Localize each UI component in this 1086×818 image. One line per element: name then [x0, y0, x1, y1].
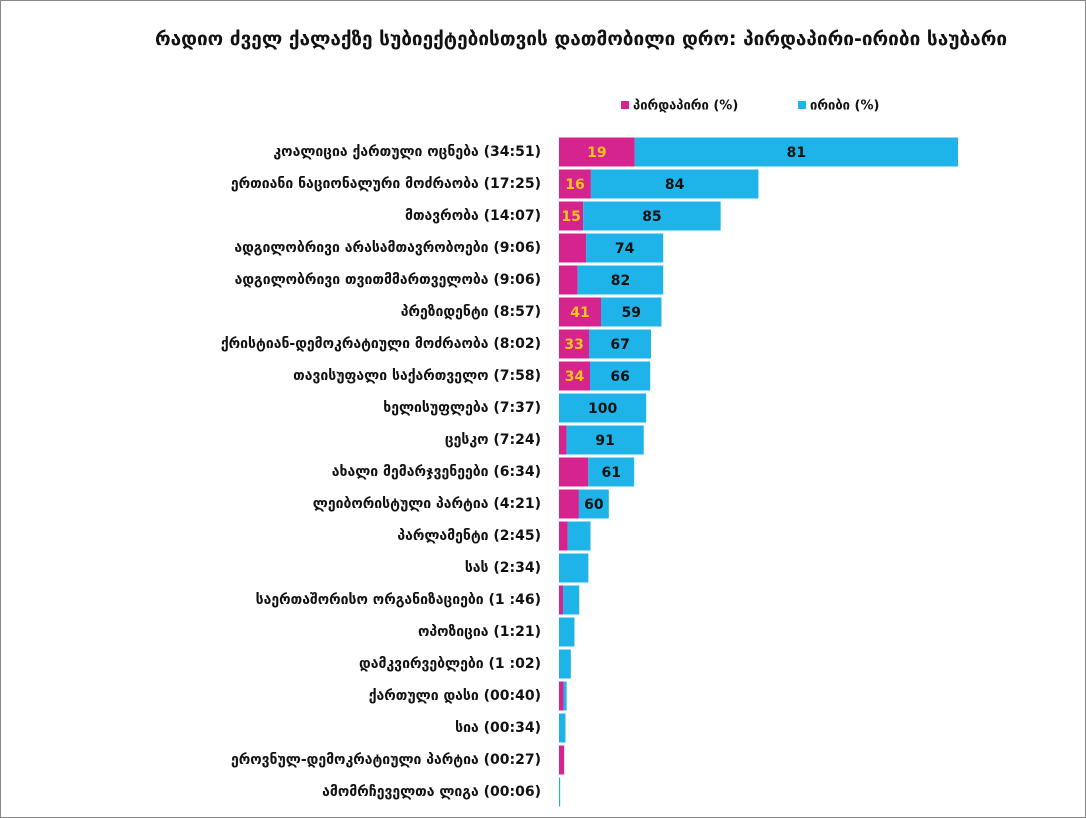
bar-segment — [586, 233, 664, 263]
category-label: დამკვირვებლები (1 :02) — [359, 656, 541, 672]
category-label: პარლამენტი (2:45) — [397, 528, 541, 544]
bar-segment — [567, 521, 591, 551]
value-label: 34 — [565, 369, 585, 385]
bar-segment — [559, 489, 579, 519]
bar-segment — [559, 425, 567, 455]
category-label: ადგილობრივი არასამთავრობოები (9:06) — [234, 240, 541, 256]
bar-segment — [590, 361, 651, 391]
legend-swatch — [798, 101, 806, 109]
category-label: ადგილობრივი თვითმმართველობა (9:06) — [235, 272, 541, 288]
category-label: სას (2:34) — [465, 560, 541, 576]
category-label: საერთაშორისო ორგანიზაციები (1 :46) — [256, 592, 541, 608]
bar-segment — [588, 457, 635, 487]
bar-segment — [577, 265, 664, 295]
bar-segment — [559, 585, 564, 615]
category-label: ერთიანი ნაციონალური მოძრაობა (17:25) — [231, 176, 541, 192]
bar-segment — [589, 329, 651, 359]
bar-segment — [566, 425, 644, 455]
bar-segment — [559, 361, 591, 391]
value-label: 59 — [622, 305, 641, 321]
bar-segment — [559, 169, 591, 199]
bar-segment — [559, 329, 590, 359]
value-label: 66 — [610, 369, 629, 385]
bar-segment — [559, 713, 566, 743]
bar-segment — [563, 585, 580, 615]
value-label: 84 — [665, 177, 685, 193]
category-label: სია (00:34) — [455, 720, 541, 736]
bar-segment — [559, 681, 564, 711]
bar-segment — [559, 521, 568, 551]
value-label: 33 — [564, 337, 583, 353]
bar-segment — [559, 393, 647, 423]
value-label: 82 — [611, 273, 630, 289]
legend-label: პირდაპირი (%) — [633, 99, 738, 114]
category-label: ცესკო (7:24) — [445, 432, 541, 448]
bar-segment — [559, 137, 635, 167]
value-label: 15 — [561, 209, 580, 225]
bar-segment — [559, 265, 578, 295]
value-label: 16 — [565, 177, 584, 193]
category-label: ახალი მემარჯვენეები (6:34) — [332, 464, 541, 480]
value-label: 85 — [642, 209, 661, 225]
bar-segment — [559, 457, 589, 487]
bar-segment — [634, 137, 959, 167]
bar-segment — [559, 777, 561, 807]
legend-label: ირიბი (%) — [810, 99, 879, 114]
category-label: ქრისტიან-დემოკრატიული მოძრაობა (8:02) — [221, 336, 541, 352]
bar-segment — [559, 553, 589, 583]
category-label: ოპოზიცია (1:21) — [418, 624, 541, 640]
bar-segment — [559, 233, 587, 263]
value-label: 61 — [602, 465, 621, 481]
chart-title: რადიო ძველ ქალაქზე სუბიექტებისთვის დათმო… — [154, 28, 1008, 50]
bar-segment — [578, 489, 609, 519]
bar-segment — [601, 297, 662, 327]
category-label: თავისუფალი საქართველო (7:58) — [293, 368, 541, 384]
value-label: 60 — [584, 497, 604, 513]
bar-segment — [583, 201, 721, 231]
category-label: ამომრჩეველთა ლიგა (00:06) — [322, 784, 541, 800]
bar-segment — [559, 745, 565, 775]
category-label: ლეიბორისტული პარტია (4:21) — [313, 496, 541, 512]
category-label: ეროვნულ-დემოკრატიული პარტია (00:27) — [231, 752, 541, 768]
bar-segment — [559, 201, 584, 231]
bar-segment — [563, 681, 567, 711]
bar-segment — [559, 617, 575, 647]
category-label: კოალიცია ქართული ოცნება (34:51) — [273, 144, 541, 160]
category-label: პრეზიდენტი (8:57) — [401, 304, 541, 320]
legend-swatch — [621, 101, 629, 109]
value-label: 74 — [615, 241, 635, 257]
bar-segment — [590, 169, 759, 199]
value-label: 100 — [588, 401, 617, 417]
category-label: მთავრობა (14:07) — [405, 208, 541, 224]
value-label: 41 — [570, 305, 589, 321]
value-label: 67 — [610, 337, 629, 353]
bar-segment — [559, 297, 602, 327]
category-label: ქართული დასი (00:40) — [369, 688, 541, 704]
value-label: 91 — [595, 433, 614, 449]
value-label: 81 — [787, 145, 806, 161]
bar-segment — [559, 649, 571, 679]
category-label: ხელისუფლება (7:37) — [383, 400, 541, 416]
value-label: 19 — [587, 145, 606, 161]
